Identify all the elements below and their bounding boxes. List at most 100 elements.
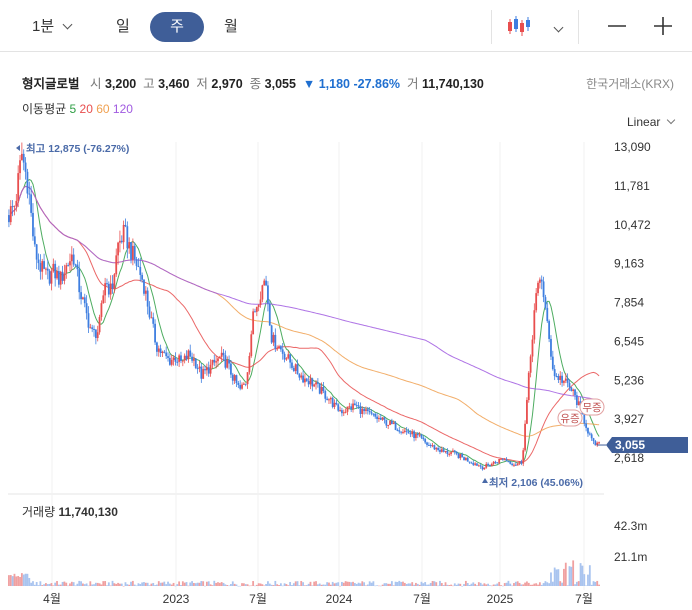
candle-body [159, 348, 162, 354]
candle-body [39, 263, 42, 272]
volume-bar [574, 584, 576, 586]
candle-body [507, 461, 510, 463]
volume-bar [548, 583, 551, 586]
volume-bar [196, 582, 199, 586]
scale-mode-dropdown[interactable]: Linear [627, 115, 676, 129]
candle-body [109, 283, 112, 295]
candle-body [402, 431, 404, 433]
candle-body [529, 356, 532, 373]
candle-body [183, 355, 186, 361]
candle-body [551, 356, 554, 370]
volume-bar [265, 584, 267, 586]
candle-body [592, 438, 595, 442]
timeframe-1min-dropdown[interactable]: 1분 [32, 12, 73, 42]
volume-bar [444, 582, 447, 586]
candle-body [268, 303, 271, 326]
volume-bar [139, 584, 142, 586]
candle-body [281, 349, 284, 354]
x-tick-label: 2023 [163, 592, 190, 606]
volume-bar [82, 583, 84, 586]
zoom-in-button[interactable] [649, 12, 677, 40]
volume-bar [13, 573, 16, 586]
volume-bar [581, 565, 584, 586]
candle-body [501, 458, 504, 460]
candle-body [292, 367, 295, 371]
candle-body [446, 451, 449, 455]
volume-bar [33, 584, 36, 586]
candlestick-chart-type-button[interactable] [505, 12, 533, 40]
candle-body [168, 357, 171, 365]
volume-bar [146, 582, 149, 586]
x-tick-label: 7월 [413, 592, 431, 606]
candle-body [91, 327, 94, 329]
candle-body [20, 153, 23, 161]
candle-body [30, 194, 33, 213]
candle-body [226, 360, 229, 368]
candle-body [274, 334, 277, 349]
candle-body [231, 374, 234, 381]
close-value: 3,055 [264, 77, 296, 91]
candle-body [241, 384, 243, 389]
volume-bar [276, 584, 279, 586]
candle-body [509, 461, 512, 464]
volume-bar [183, 582, 186, 586]
timeframe-month-button[interactable]: 월 [224, 18, 238, 35]
volume-bar [390, 581, 393, 586]
volume-bar [535, 583, 538, 586]
volume-bar [261, 584, 264, 586]
open-value: 3,200 [104, 77, 137, 91]
volume-bar [181, 581, 184, 586]
volume-bar [590, 584, 593, 586]
candle-body [200, 366, 203, 379]
candle-body [137, 265, 140, 268]
candle-body [204, 369, 206, 371]
candle-body [429, 445, 432, 447]
volume-bar [526, 581, 528, 586]
candle-body [405, 430, 408, 432]
volume-bar [437, 585, 440, 587]
volume-bar [65, 582, 68, 586]
volume-bar [403, 582, 406, 586]
candle-body [381, 417, 384, 420]
candle-body [172, 357, 175, 360]
volume-bar [267, 581, 269, 586]
candle-body [213, 359, 216, 363]
candle-body [437, 447, 440, 450]
volume-bar [218, 582, 221, 586]
volume-label: 거 [406, 77, 419, 91]
candle-body [320, 386, 323, 394]
candle-body [403, 430, 406, 432]
candle-body [411, 431, 414, 435]
candle-body [265, 280, 267, 286]
timeframe-week-button[interactable]: 주 [150, 12, 204, 42]
candle-body [544, 297, 547, 308]
candle-body [178, 355, 181, 362]
zoom-out-button[interactable] [603, 12, 631, 40]
candle-body [56, 271, 58, 279]
candle-body [442, 449, 445, 452]
volume-bar [176, 584, 179, 586]
candle-body [180, 355, 182, 362]
volume-bar [431, 581, 434, 586]
candle-body [270, 325, 273, 343]
low-label: 저 [196, 77, 208, 91]
volume-bar [61, 581, 64, 586]
volume-bar [26, 573, 29, 586]
volume-bar [237, 585, 240, 587]
candle-body [157, 348, 160, 352]
volume-bar [472, 582, 475, 586]
volume-bar [370, 582, 373, 586]
candle-body [93, 328, 95, 330]
volume-bar [300, 580, 303, 586]
volume-bar [120, 583, 123, 586]
volume-bar [468, 584, 471, 586]
volume-bar [416, 583, 419, 586]
candle-body [167, 356, 169, 358]
volume-bar [263, 585, 266, 587]
y-tick-label: 10,472 [614, 218, 651, 232]
candle-body [440, 449, 443, 452]
candle-body [76, 264, 79, 270]
timeframe-day-button[interactable]: 일 [116, 18, 130, 35]
candle-body [46, 268, 49, 271]
